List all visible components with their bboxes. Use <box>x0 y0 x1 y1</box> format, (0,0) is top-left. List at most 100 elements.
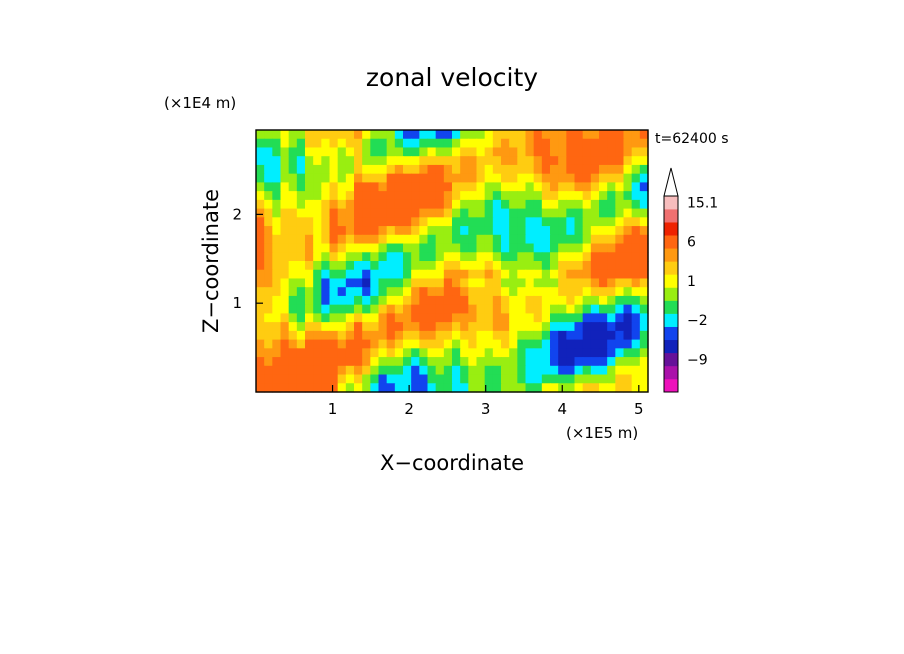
field-cell <box>403 374 412 384</box>
field-cell <box>264 252 273 262</box>
field-cell <box>550 295 559 306</box>
field-cell <box>452 374 461 384</box>
field-cell <box>631 365 641 376</box>
field-cell <box>566 147 576 157</box>
field-cell <box>435 357 445 367</box>
field-cell <box>321 173 331 183</box>
field-cell <box>296 191 306 201</box>
field-cell <box>345 164 355 175</box>
field-cell <box>623 130 633 140</box>
field-cell <box>345 357 355 367</box>
field-cell <box>411 383 420 393</box>
field-cell <box>590 147 600 157</box>
field-cell <box>280 234 290 245</box>
field-cell <box>492 138 502 149</box>
field-cell <box>607 217 616 227</box>
field-cell <box>337 339 347 349</box>
field-cell <box>321 182 331 192</box>
colorbar: −9 −2 1 6 15.1 <box>663 167 718 393</box>
field-cell <box>337 357 347 367</box>
field-cell <box>264 357 273 367</box>
field-cell <box>607 182 616 192</box>
field-cell <box>590 173 600 183</box>
field-cell <box>558 269 567 280</box>
field-cell <box>419 208 429 218</box>
field-cell <box>615 138 625 149</box>
field-cell <box>394 365 404 376</box>
field-cell <box>411 243 420 253</box>
colorbar-label: 6 <box>687 235 696 251</box>
field-cell <box>443 313 453 323</box>
field-cell <box>476 138 486 149</box>
field-cell <box>558 147 567 157</box>
field-cell <box>484 304 494 314</box>
field-cell <box>370 365 380 376</box>
field-cell <box>607 365 616 376</box>
field-cell <box>590 138 600 149</box>
field-cell <box>296 164 306 175</box>
field-cell <box>639 357 649 367</box>
field-cell <box>419 269 429 280</box>
field-cell <box>452 383 461 393</box>
field-cell <box>607 243 616 253</box>
field-cell <box>280 164 290 175</box>
field-cell <box>378 199 388 210</box>
field-cell <box>305 130 314 140</box>
colorbar-swatch <box>664 235 678 249</box>
field-cell <box>256 322 265 332</box>
field-cell <box>574 243 584 253</box>
field-cell <box>468 287 478 297</box>
field-cell <box>313 199 322 210</box>
field-cell <box>541 269 551 280</box>
field-cell <box>558 138 567 149</box>
colorbar-label: 1 <box>687 274 696 290</box>
field-cell <box>321 322 331 332</box>
field-cell <box>623 295 633 306</box>
field-cell <box>435 365 445 376</box>
field-cell <box>329 252 339 262</box>
field-cell <box>582 322 592 332</box>
field-cell <box>615 199 625 210</box>
field-cell <box>476 339 486 349</box>
field-cell <box>329 138 339 149</box>
field-cell <box>280 173 290 183</box>
field-cell <box>443 147 453 157</box>
field-cell <box>517 383 527 393</box>
field-cell <box>288 287 298 297</box>
field-cell <box>345 243 355 253</box>
field-cell <box>362 278 371 288</box>
field-cell <box>313 234 322 245</box>
field-cell <box>427 313 437 323</box>
field-cell <box>484 130 494 140</box>
field-cell <box>509 278 518 288</box>
field-cell <box>345 226 355 236</box>
field-cell <box>476 348 486 358</box>
field-cell <box>566 234 576 245</box>
field-cell <box>582 348 592 358</box>
field-cell <box>525 164 535 175</box>
field-cell <box>533 147 543 157</box>
field-cell <box>354 130 363 140</box>
field-cell <box>272 374 282 384</box>
field-cell <box>256 278 265 288</box>
field-cell <box>631 243 641 253</box>
field-cell <box>443 374 453 384</box>
field-cell <box>639 191 649 201</box>
field-cell <box>354 357 363 367</box>
field-cell <box>345 330 355 341</box>
field-cell <box>533 182 543 192</box>
field-cell <box>403 278 412 288</box>
field-cell <box>476 357 486 367</box>
field-cell <box>501 322 510 332</box>
field-cell <box>590 322 600 332</box>
field-cell <box>533 287 543 297</box>
field-cell <box>288 173 298 183</box>
field-cell <box>468 243 478 253</box>
field-cell <box>313 330 322 341</box>
field-cell <box>378 138 388 149</box>
field-cell <box>419 252 429 262</box>
field-cell <box>558 365 567 376</box>
field-cell <box>590 339 600 349</box>
field-cell <box>476 199 486 210</box>
field-cell <box>566 287 576 297</box>
